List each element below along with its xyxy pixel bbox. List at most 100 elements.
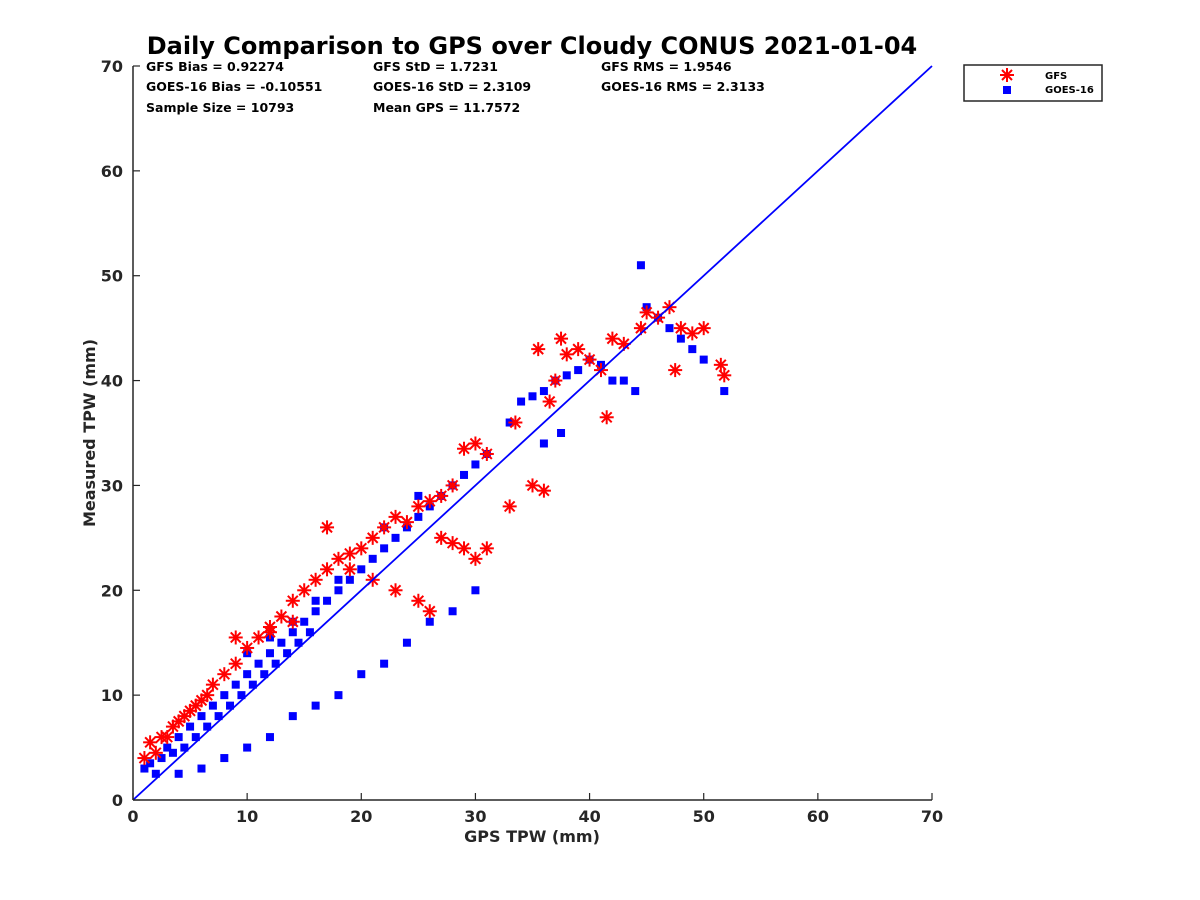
y-tick-label: 30 bbox=[101, 476, 123, 495]
y-tick-label: 70 bbox=[101, 57, 123, 76]
stat-text: Mean GPS = 11.7572 bbox=[373, 100, 520, 115]
gfs-point bbox=[571, 342, 586, 357]
gfs-point bbox=[536, 483, 551, 498]
goes16-point bbox=[460, 470, 469, 479]
gfs-point bbox=[320, 562, 335, 577]
goes16-point bbox=[528, 392, 537, 401]
goes16-point bbox=[368, 554, 377, 563]
goes16-point bbox=[357, 565, 366, 574]
goes16-point bbox=[197, 764, 206, 773]
gfs-point bbox=[582, 352, 597, 367]
gfs-point bbox=[502, 499, 517, 514]
goes16-point bbox=[243, 670, 252, 679]
goes16-point bbox=[265, 649, 274, 658]
goes16-point bbox=[557, 429, 566, 437]
gfs-point bbox=[217, 667, 232, 682]
goes16-point bbox=[688, 345, 697, 354]
goes16-point bbox=[300, 617, 309, 626]
goes16-point bbox=[619, 376, 628, 385]
one-to-one-line bbox=[132, 65, 933, 801]
stats-block: GFS Bias = 0.92274 GFS StD = 1.7231 GFS RM… bbox=[146, 59, 765, 115]
gfs-point bbox=[531, 342, 546, 357]
y-axis-ticks: 0 10 20 30 40 50 60 70 bbox=[101, 57, 140, 810]
gfs-point bbox=[508, 415, 523, 430]
gfs-point bbox=[479, 541, 494, 556]
goes16-point bbox=[157, 754, 166, 763]
goes16-point bbox=[665, 324, 674, 333]
goes16-point bbox=[402, 638, 411, 647]
goes16-point bbox=[260, 670, 269, 679]
goes16-point bbox=[391, 533, 400, 542]
gfs-point bbox=[468, 436, 483, 451]
gfs-point bbox=[445, 478, 460, 493]
gfs-point bbox=[479, 446, 494, 461]
gfs-point bbox=[274, 609, 289, 624]
goes16-point bbox=[186, 722, 195, 731]
goes16-point bbox=[163, 743, 172, 752]
gfs-point bbox=[457, 541, 472, 556]
stat-text: GFS Bias = 0.92274 bbox=[146, 59, 284, 74]
legend-goes16-marker-icon bbox=[1003, 86, 1011, 94]
gfs-point bbox=[434, 530, 449, 545]
goes16-point bbox=[237, 691, 246, 700]
stat-text: GOES-16 StD = 2.3109 bbox=[373, 79, 531, 94]
goes16-point bbox=[265, 733, 274, 742]
gfs-point bbox=[554, 331, 569, 346]
goes16-point bbox=[226, 701, 235, 710]
stat-text: GFS RMS = 1.9546 bbox=[601, 59, 732, 74]
goes16-point bbox=[140, 764, 149, 773]
y-tick-label: 60 bbox=[101, 162, 123, 181]
gfs-point bbox=[422, 604, 437, 619]
gfs-point bbox=[388, 509, 403, 524]
goes16-point bbox=[323, 596, 332, 605]
goes16-point bbox=[180, 743, 189, 752]
y-tick-label: 40 bbox=[101, 372, 123, 391]
gfs-point bbox=[388, 583, 403, 598]
goes16-point bbox=[471, 586, 480, 595]
gfs-point bbox=[240, 640, 255, 655]
gfs-point bbox=[399, 515, 414, 530]
y-tick-label: 10 bbox=[101, 686, 123, 705]
gfs-point bbox=[685, 326, 700, 341]
goes16-point bbox=[208, 701, 217, 710]
goes16-point bbox=[574, 366, 583, 375]
gfs-point bbox=[308, 572, 323, 587]
legend-gfs-label: GFS bbox=[1045, 71, 1067, 82]
gfs-point bbox=[559, 347, 574, 362]
reference-line bbox=[132, 65, 933, 801]
gfs-point bbox=[525, 478, 540, 493]
y-tick-label: 0 bbox=[112, 791, 123, 810]
goes16-point bbox=[334, 575, 343, 584]
gfs-point bbox=[542, 394, 557, 409]
x-tick-label: 60 bbox=[807, 807, 829, 826]
gfs-point bbox=[200, 688, 215, 703]
gfs-point bbox=[297, 583, 312, 598]
goes16-point bbox=[191, 733, 200, 742]
gfs-point bbox=[160, 730, 175, 745]
goes16-point bbox=[288, 712, 297, 721]
gfs-point bbox=[205, 677, 220, 692]
gfs-point bbox=[668, 363, 683, 378]
gfs-point bbox=[717, 368, 732, 383]
gfs-point bbox=[137, 751, 152, 766]
goes16-point bbox=[345, 575, 354, 584]
gfs-point bbox=[713, 357, 728, 372]
gfs-point bbox=[422, 494, 437, 509]
goes16-point bbox=[608, 376, 617, 385]
gfs-point bbox=[331, 551, 346, 566]
goes16-point bbox=[220, 691, 229, 700]
gfs-point bbox=[143, 735, 158, 750]
goes16-point bbox=[311, 607, 320, 616]
goes16-point bbox=[471, 460, 480, 469]
goes16-point bbox=[214, 712, 223, 721]
goes16-point bbox=[699, 355, 708, 364]
y-tick-label: 20 bbox=[101, 581, 123, 600]
goes16-point bbox=[294, 638, 303, 647]
gfs-point bbox=[599, 410, 614, 425]
legend-box bbox=[963, 64, 1103, 102]
goes16-point bbox=[248, 680, 257, 689]
gfs-point bbox=[548, 373, 563, 388]
goes16-point bbox=[425, 617, 434, 626]
goes16-point bbox=[174, 733, 183, 742]
